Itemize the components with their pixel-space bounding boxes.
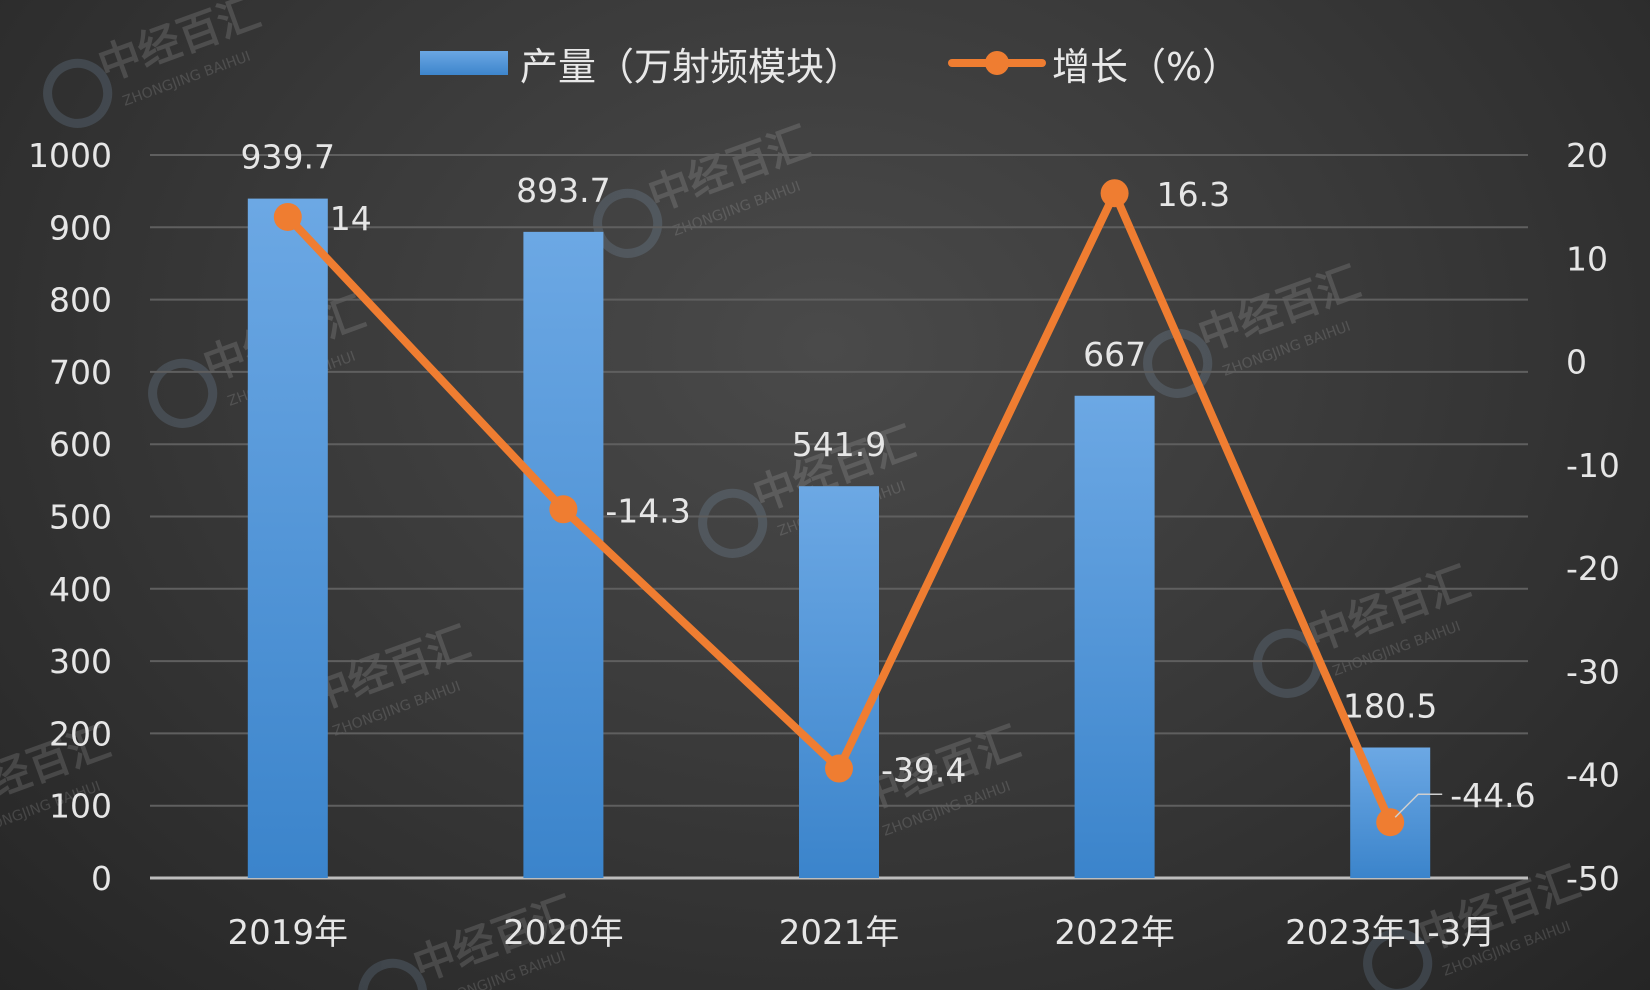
category-label: 2023年1-3月 <box>1285 913 1495 953</box>
legend-label-growth: 增长（%） <box>1052 44 1241 89</box>
left-axis-tick-label: 200 <box>49 714 112 753</box>
bar-value-label: 667 <box>1083 335 1146 374</box>
left-axis-tick-label: 300 <box>49 642 112 681</box>
bar <box>1074 395 1155 878</box>
line-value-label: 14 <box>330 199 372 238</box>
right-axis-tick-label: -30 <box>1566 652 1620 691</box>
right-axis-tick-label: 20 <box>1566 136 1608 175</box>
legend-item-growth: 增长（%） <box>948 38 1241 89</box>
line-value-label: 16.3 <box>1157 175 1230 214</box>
line-data-labels: 14 -14.3 -39.4 16.3 -44.6 <box>330 175 1536 818</box>
right-axis-tick-label: -40 <box>1566 756 1620 795</box>
line-marker <box>825 754 853 783</box>
line-value-label: -39.4 <box>881 751 966 790</box>
bar <box>523 231 604 878</box>
category-axis-labels: 2019年 2020年 2021年 2022年 2023年1-3月 <box>228 913 1496 953</box>
left-axis-tick-label: 800 <box>49 281 112 320</box>
right-axis-tick-label: 10 <box>1566 239 1608 278</box>
line-marker <box>549 495 578 524</box>
left-axis-ticks: 0 100 200 300 400 500 600 700 800 900 1000 <box>28 136 112 898</box>
right-axis-tick-label: 0 <box>1566 343 1587 382</box>
right-axis-tick-label: -50 <box>1566 859 1620 898</box>
bar-value-label: 893.7 <box>516 171 610 210</box>
line-value-label: -44.6 <box>1450 776 1535 815</box>
left-axis-tick-label: 400 <box>49 570 112 609</box>
bar-value-label: 939.7 <box>241 138 335 177</box>
bar <box>247 198 328 878</box>
category-label: 2019年 <box>228 913 349 953</box>
right-axis-ticks: -50 -40 -30 -20 -10 0 10 20 <box>1566 136 1620 898</box>
line-marker <box>273 202 302 231</box>
legend-bar-swatch <box>420 51 508 75</box>
bar-value-label: 541.9 <box>792 425 886 464</box>
right-axis-tick-label: -20 <box>1566 549 1620 588</box>
leader-line <box>1394 793 1443 818</box>
right-axis-tick-label: -10 <box>1566 446 1620 485</box>
left-axis-tick-label: 100 <box>49 787 112 826</box>
left-axis-tick-label: 700 <box>49 353 112 392</box>
line-value-label: -14.3 <box>605 491 690 530</box>
bar-data-labels: 939.7 893.7 541.9 667 180.5 <box>241 138 1438 726</box>
left-axis-tick-label: 0 <box>91 859 112 898</box>
left-axis-tick-label: 500 <box>49 498 112 537</box>
legend-item-production: 产量（万射频模块） <box>420 38 863 89</box>
legend-label-production: 产量（万射频模块） <box>520 44 863 89</box>
category-label: 2020年 <box>503 913 624 953</box>
legend: 产量（万射频模块） 增长（%） <box>0 38 1650 89</box>
bar-series <box>247 198 1431 878</box>
left-axis-tick-label: 600 <box>49 425 112 464</box>
category-label: 2021年 <box>779 913 900 953</box>
left-axis-tick-label: 1000 <box>28 136 112 175</box>
bar-value-label: 180.5 <box>1343 686 1437 725</box>
line-series <box>273 179 1405 837</box>
left-axis-tick-label: 900 <box>49 208 112 247</box>
line-marker <box>1100 179 1129 208</box>
bar <box>799 486 879 878</box>
legend-line-swatch <box>948 38 1046 88</box>
category-label: 2022年 <box>1054 913 1175 953</box>
